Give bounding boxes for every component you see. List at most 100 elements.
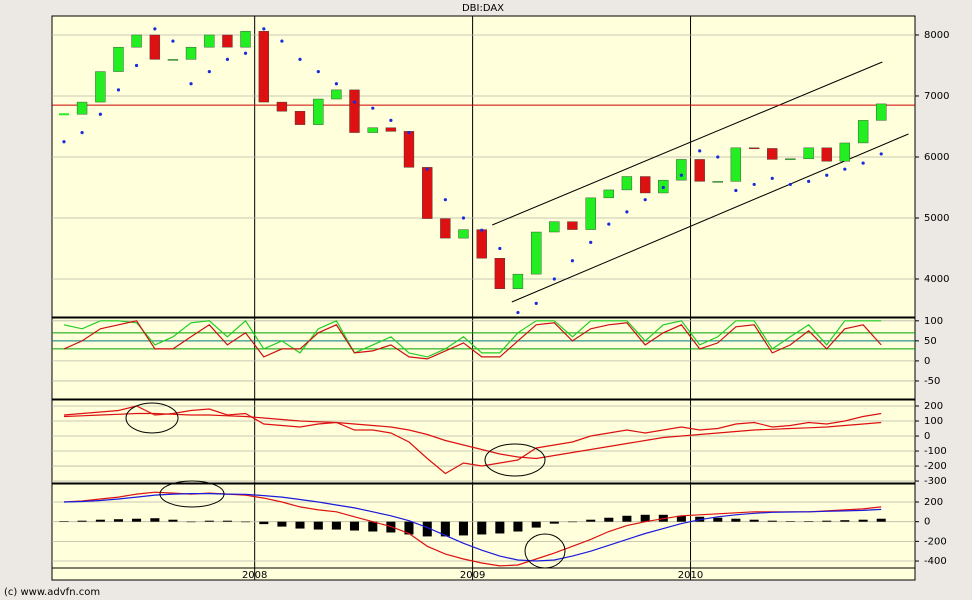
sar-dot — [98, 112, 102, 116]
candle — [767, 148, 778, 160]
sar-dot — [589, 240, 593, 244]
series-line — [63, 493, 882, 562]
y-tick-label: 100 — [924, 416, 943, 427]
y-tick-label: 0 — [924, 431, 930, 442]
candle — [222, 34, 233, 48]
histogram-bar — [567, 521, 577, 523]
y-tick-label: 100 — [924, 316, 943, 327]
trend-line — [511, 133, 909, 303]
annotation-ellipse — [159, 480, 225, 508]
sar-dot — [570, 259, 575, 263]
candle — [730, 147, 742, 182]
histogram-bar — [204, 520, 214, 522]
histogram-bar — [349, 521, 360, 531]
candle — [403, 131, 415, 168]
sar-dot — [516, 310, 520, 315]
oscillator-panel — [51, 399, 916, 484]
y-tick-label: 4000 — [924, 274, 949, 285]
sar-dot — [679, 173, 683, 177]
annotation-ellipse — [524, 533, 566, 569]
sar-dot — [134, 63, 139, 68]
histogram-bar — [168, 519, 178, 522]
candle — [294, 111, 306, 125]
sar-dot — [661, 185, 665, 190]
series-line — [63, 320, 882, 360]
candle — [494, 258, 506, 289]
y-tick-label: 0 — [924, 356, 930, 367]
histogram-bar — [404, 521, 414, 535]
histogram-bar — [277, 521, 287, 527]
sar-dot — [62, 140, 66, 144]
y-tick-label: -400 — [924, 556, 947, 567]
histogram-bar — [731, 518, 741, 522]
histogram-bar — [132, 518, 142, 522]
y-tick-label: 8000 — [924, 30, 949, 41]
histogram-bar — [604, 517, 614, 522]
candle — [131, 34, 142, 48]
y-tick-label: 200 — [924, 401, 943, 412]
histogram-bar — [458, 521, 468, 536]
histogram-bar — [368, 521, 378, 532]
sar-dot — [262, 27, 266, 31]
candle — [458, 229, 469, 239]
candle — [603, 189, 614, 199]
candle — [803, 147, 814, 160]
histogram-bar — [150, 518, 160, 522]
y-tick-label: 5000 — [924, 213, 949, 224]
histogram-bar — [77, 520, 87, 522]
sar-dot — [171, 39, 175, 43]
histogram-bar — [749, 519, 759, 522]
sar-dot — [752, 182, 756, 187]
histogram-bar — [259, 521, 269, 525]
candle — [676, 159, 687, 181]
candle — [349, 89, 360, 133]
histogram-bar — [295, 521, 305, 529]
sar-dot — [80, 130, 84, 135]
candle — [276, 101, 288, 112]
candle — [821, 147, 832, 162]
histogram-bar — [713, 517, 723, 522]
sar-dot — [225, 57, 230, 61]
candle — [640, 176, 651, 194]
trend-line — [492, 61, 883, 226]
histogram-bar — [240, 521, 251, 523]
sar-dot — [716, 155, 720, 159]
histogram-bar — [840, 520, 850, 522]
sar-dot — [243, 51, 248, 55]
candle — [185, 46, 197, 60]
sar-dot — [316, 69, 320, 74]
y-tick-label: -200 — [924, 536, 947, 547]
sar-dot — [153, 27, 157, 31]
candle — [240, 31, 251, 48]
candle — [748, 147, 760, 150]
candle — [567, 221, 578, 230]
sar-dot — [734, 188, 738, 193]
histogram-bar — [822, 520, 832, 522]
series-line — [63, 412, 882, 460]
histogram-bar — [495, 521, 505, 534]
sar-dot — [498, 246, 502, 251]
sar-dot — [625, 210, 629, 214]
candle — [367, 127, 378, 133]
y-tick-label: -200 — [924, 461, 947, 472]
candle — [422, 167, 433, 219]
histogram-bar — [331, 521, 341, 530]
sar-dot — [552, 277, 556, 281]
sar-dot — [843, 167, 847, 171]
sar-dot — [861, 161, 865, 165]
candle — [621, 176, 633, 191]
candle — [95, 71, 106, 103]
sar-dot — [189, 82, 193, 86]
histogram-bar — [622, 515, 632, 522]
x-tick-label: 2010 — [678, 570, 703, 581]
candle — [331, 89, 342, 100]
x-tick-label: 2008 — [242, 570, 267, 581]
price-panel — [51, 15, 916, 318]
y-tick-label: -100 — [924, 446, 947, 457]
histogram-bar — [222, 520, 232, 522]
candle — [585, 197, 596, 230]
histogram-bar — [186, 521, 196, 523]
sar-dot — [534, 301, 538, 305]
